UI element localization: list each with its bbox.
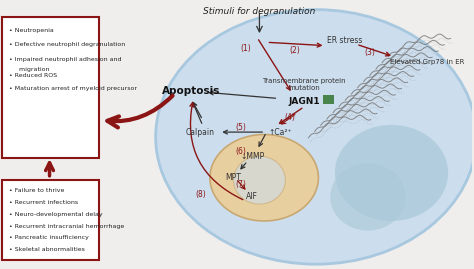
Text: • Recurrent intracranial hemorrhage: • Recurrent intracranial hemorrhage — [9, 224, 125, 229]
Text: • Neutropenia: • Neutropenia — [9, 28, 54, 33]
Text: MPT: MPT — [226, 173, 241, 182]
FancyArrowPatch shape — [108, 96, 173, 128]
Text: (7): (7) — [235, 180, 246, 189]
Text: Apoptosis: Apoptosis — [162, 86, 220, 96]
Ellipse shape — [335, 125, 448, 221]
Text: Elevated Grp78 in ER: Elevated Grp78 in ER — [390, 59, 464, 65]
Text: • Defective neutrophil degranulation: • Defective neutrophil degranulation — [9, 42, 126, 47]
Text: • Impaired neutrophil adhesion and: • Impaired neutrophil adhesion and — [9, 57, 122, 62]
Text: migration: migration — [13, 67, 50, 72]
FancyBboxPatch shape — [323, 95, 334, 104]
Text: (3): (3) — [365, 48, 376, 57]
Text: ↑Ca²⁺: ↑Ca²⁺ — [269, 128, 292, 137]
Text: (4): (4) — [285, 113, 296, 122]
Ellipse shape — [210, 134, 319, 221]
Text: ↓MMP: ↓MMP — [240, 152, 264, 161]
Text: (1): (1) — [240, 44, 251, 52]
Ellipse shape — [330, 163, 406, 231]
Text: • Recurrent infections: • Recurrent infections — [9, 200, 79, 205]
Text: AIF: AIF — [246, 192, 258, 201]
Text: • Pancreatic insufficiency: • Pancreatic insufficiency — [9, 235, 89, 240]
Text: Stimuli for degranulation: Stimuli for degranulation — [203, 7, 316, 16]
Text: JAGN1: JAGN1 — [289, 97, 320, 106]
Text: • Skeletal abnormalities: • Skeletal abnormalities — [9, 247, 85, 252]
Ellipse shape — [155, 10, 474, 264]
Text: • Failure to thrive: • Failure to thrive — [9, 188, 65, 193]
Text: (2): (2) — [290, 46, 300, 55]
Text: • Reduced ROS: • Reduced ROS — [9, 73, 57, 78]
FancyBboxPatch shape — [2, 17, 99, 158]
Text: • Neuro-developmental delay: • Neuro-developmental delay — [9, 212, 103, 217]
FancyBboxPatch shape — [2, 180, 99, 260]
Ellipse shape — [234, 156, 285, 204]
Text: (8): (8) — [195, 190, 206, 199]
Text: Transmembrane protein
mutation: Transmembrane protein mutation — [263, 77, 346, 91]
Text: ER stress: ER stress — [327, 36, 362, 45]
Text: (6): (6) — [235, 147, 246, 156]
Text: (5): (5) — [235, 123, 246, 132]
Text: • Maturation arrest of myeloid precursor: • Maturation arrest of myeloid precursor — [9, 86, 137, 90]
Text: Calpain: Calpain — [186, 128, 215, 137]
